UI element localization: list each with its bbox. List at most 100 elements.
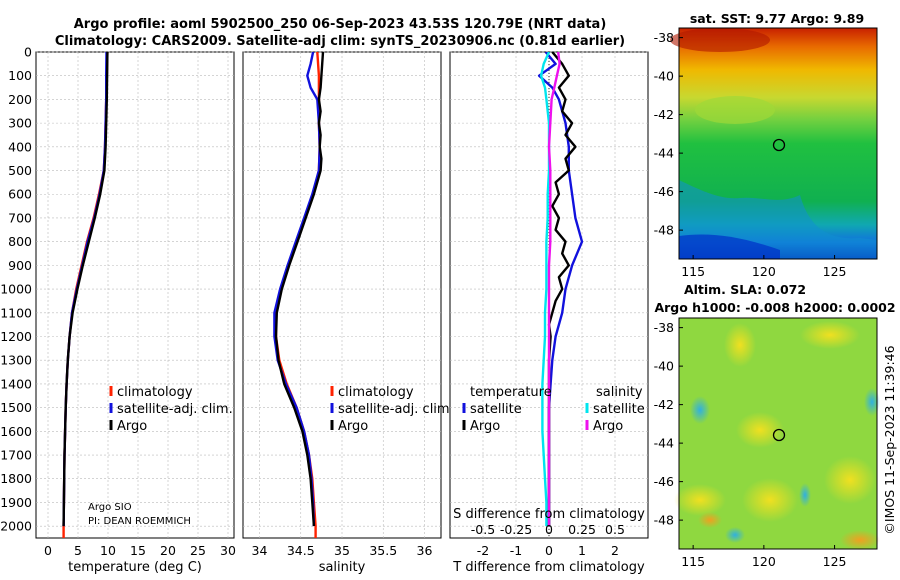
legend-sal-argo-label: Argo — [593, 419, 623, 434]
legend-climatology-label: climatology — [338, 385, 414, 400]
salinity-axis-label: salinity — [319, 560, 366, 575]
series-line-argo — [62, 52, 109, 527]
map-lon-tick-label: 115 — [681, 554, 705, 569]
x-tick-label: 35.5 — [369, 543, 397, 558]
x-tick-label: 1 — [578, 543, 586, 558]
figure-title-line2: Climatology: CARS2009. Satellite-adj cli… — [55, 34, 625, 49]
figure-title-line1: Argo profile: aoml 5902500_250 06-Sep-20… — [74, 17, 607, 32]
x-tick-label: 35 — [334, 543, 350, 558]
map-lat-tick-label: -44 — [654, 146, 674, 161]
depth-tick-label: 1300 — [0, 353, 32, 368]
x-tick-label: 34.5 — [287, 543, 315, 558]
depth-tick-label: 900 — [8, 258, 32, 273]
map-lon-tick-label: 120 — [752, 264, 776, 279]
legend-temperature-title: temperature — [470, 385, 552, 400]
map-lat-tick-label: -42 — [654, 107, 674, 122]
map-lon-tick-label: 125 — [823, 264, 847, 279]
map-lat-tick-label: -48 — [654, 513, 674, 528]
x-tick-label: 0 — [44, 543, 52, 558]
map-lat-tick-label: -48 — [654, 223, 674, 238]
map-lon-tick-label: 125 — [823, 554, 847, 569]
depth-tick-label: 200 — [8, 92, 32, 107]
sla-argo-location-marker — [772, 428, 786, 442]
x-tick-label: -2 — [477, 543, 489, 558]
difference-panel: -2 -1 0 1 2 -0.5 -0.25 0 0.25 0.5 T difference fr… — [449, 51, 649, 575]
legend-salinity-title: salinity — [596, 385, 643, 400]
credit-line1: Argo SIO — [88, 502, 132, 513]
x-tick-label: 34 — [252, 543, 268, 558]
depth-tick-label: 800 — [8, 234, 32, 249]
depth-tick-label: 700 — [8, 210, 32, 225]
legend-satellite-label: satellite-adj. clim. — [117, 402, 233, 417]
x-tick-label: 15 — [130, 543, 146, 558]
legend-temp-satellite-label: satellite — [470, 402, 522, 417]
depth-tick-label: 1600 — [0, 424, 32, 439]
series-line-salinity-satellite — [539, 52, 551, 527]
x-tick-label: 10 — [100, 543, 116, 558]
salinity-legend: climatology satellite-adj. clim. Argo — [330, 385, 454, 434]
series-line-satellite-adj-clim- — [273, 52, 321, 527]
s-diff-tick-label: -0.25 — [500, 522, 532, 537]
x-tick-label: 36 — [417, 543, 433, 558]
difference-axis-label: T difference from climatology — [452, 560, 645, 575]
sla-map-title-line2: Argo h1000: -0.008 h2000: 0.0002 — [654, 300, 895, 315]
x-tick-label: 2 — [611, 543, 619, 558]
depth-tick-label: 100 — [8, 68, 32, 83]
map-lat-tick-label: -42 — [654, 397, 674, 412]
map-lat-tick-label: -38 — [654, 320, 674, 335]
depth-tick-label: 1200 — [0, 329, 32, 344]
depth-tick-label: 1900 — [0, 495, 32, 510]
map-lon-tick-label: 120 — [752, 554, 776, 569]
depth-tick-label: 600 — [8, 187, 32, 202]
series-line-salinity-argo — [547, 52, 561, 527]
map-lat-tick-label: -38 — [654, 30, 674, 45]
legend-climatology-label: climatology — [117, 385, 193, 400]
legend-temp-argo-label: Argo — [470, 419, 500, 434]
s-diff-tick-label: 0.25 — [568, 522, 596, 537]
depth-tick-label: 1400 — [0, 376, 32, 391]
map-lat-tick-label: -46 — [654, 474, 674, 489]
sst-map-title: sat. SST: 9.77 Argo: 9.89 — [690, 11, 864, 26]
depth-tick-label: 1100 — [0, 305, 32, 320]
temperature-panel: 0100200300400500600700800900100011001200… — [0, 45, 236, 576]
depth-tick-label: 0 — [24, 45, 32, 60]
imos-timestamp: ©IMOS 11-Sep-2023 11:39:46 — [882, 345, 897, 534]
s-diff-tick-label: 0.5 — [605, 522, 625, 537]
map-lat-tick-label: -44 — [654, 436, 674, 451]
x-tick-label: -1 — [510, 543, 522, 558]
s-difference-axis-label: S difference from climatology — [453, 507, 645, 522]
map-lat-tick-label: -46 — [654, 184, 674, 199]
series-line-argo — [274, 52, 325, 527]
s-diff-tick-label: 0 — [545, 522, 553, 537]
sst-argo-location-marker — [772, 138, 786, 152]
sla-heatmap — [674, 318, 880, 550]
depth-tick-label: 400 — [8, 139, 32, 154]
depth-tick-label: 500 — [8, 163, 32, 178]
x-tick-label: 30 — [220, 543, 236, 558]
depth-tick-label: 300 — [8, 116, 32, 131]
s-diff-tick-label: -0.5 — [471, 522, 495, 537]
temperature-legend: climatology satellite-adj. clim. Argo — [109, 385, 233, 434]
temperature-axis-label: temperature (deg C) — [68, 560, 202, 575]
salinity-panel: 34 34.5 35 35.5 36 salinity climatology sate… — [242, 51, 454, 575]
map-lat-tick-label: -40 — [654, 359, 674, 374]
legend-argo-label: Argo — [338, 419, 368, 434]
sla-map-title-line1: Altim. SLA: 0.072 — [684, 282, 806, 297]
legend-sal-satellite-label: satellite — [593, 402, 645, 417]
x-tick-label: 20 — [160, 543, 176, 558]
depth-tick-label: 2000 — [0, 519, 32, 534]
x-tick-label: 5 — [74, 543, 82, 558]
map-lon-tick-label: 115 — [681, 264, 705, 279]
depth-tick-label: 1700 — [0, 448, 32, 463]
legend-satellite-label: satellite-adj. clim. — [338, 402, 454, 417]
depth-tick-label: 1500 — [0, 400, 32, 415]
sst-map-panel: sat. SST: 9.77 Argo: 9.89 115 120 125 -38 -4… — [654, 11, 878, 279]
credit-line2: PI: DEAN ROEMMICH — [88, 516, 191, 527]
sst-heatmap — [670, 28, 877, 259]
depth-tick-label: 1000 — [0, 282, 32, 297]
map-lat-tick-label: -40 — [654, 69, 674, 84]
legend-argo-label: Argo — [117, 419, 147, 434]
depth-tick-label: 1800 — [0, 471, 32, 486]
x-tick-label: 25 — [190, 543, 206, 558]
